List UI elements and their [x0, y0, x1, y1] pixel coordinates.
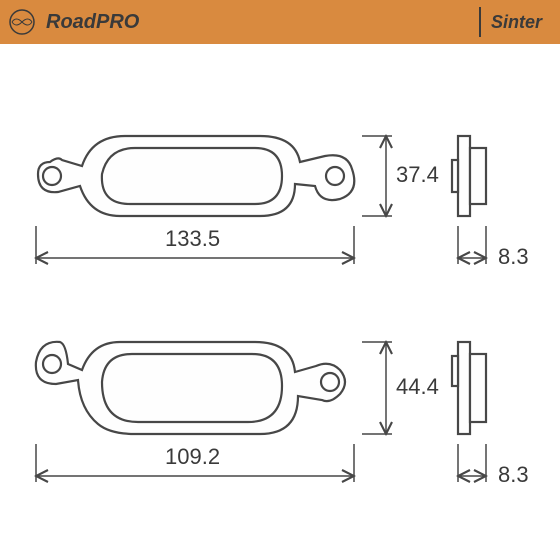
dim-pad2-height: 44.4: [396, 374, 439, 400]
diagram-area: 37.4 133.5 8.3 44.4 109.2 8.3: [0, 44, 560, 560]
technical-drawing: [0, 44, 560, 560]
brand-suffix: PRO: [96, 11, 139, 33]
dim-pad2-thickness: 8.3: [498, 462, 529, 488]
header-bar: RoadPRO Sinter: [0, 0, 560, 44]
dim-pad1-thickness: 8.3: [498, 244, 529, 270]
brake-pad-2-front: [36, 342, 345, 434]
header-right: Sinter: [479, 7, 542, 37]
brand-name: RoadPRO: [46, 11, 139, 34]
header-left: RoadPRO: [8, 8, 139, 36]
brake-pad-1-side: [452, 136, 486, 216]
dim-pad1-height: 37.4: [396, 162, 439, 188]
product-type: Sinter: [491, 12, 542, 33]
dim-pad1-width: 133.5: [165, 226, 220, 252]
brand-prefix: Road: [46, 11, 96, 33]
brake-pad-1-front: [38, 136, 354, 216]
header-divider: [479, 7, 481, 37]
dim-pad2-width: 109.2: [165, 444, 220, 470]
brake-pad-2-side: [452, 342, 486, 434]
logo-icon: [8, 8, 36, 36]
